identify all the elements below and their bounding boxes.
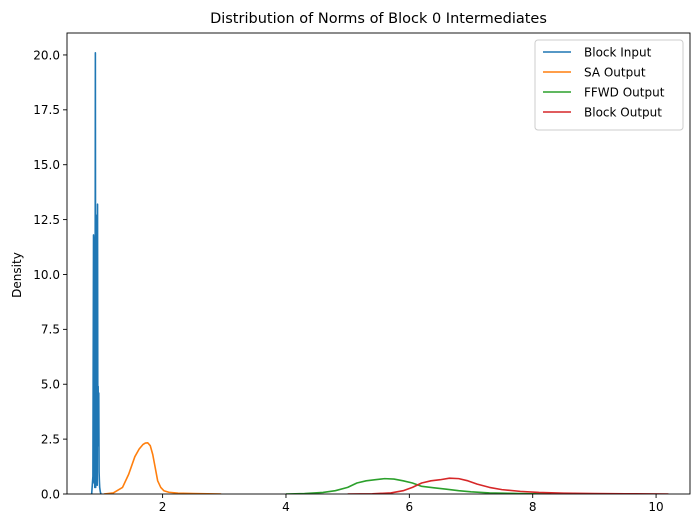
- series-line-block-output: [347, 477, 669, 494]
- plot-lines: [90, 51, 669, 494]
- y-tick-label: 12.5: [33, 213, 60, 227]
- plot-frame: [66, 32, 691, 495]
- series-line-sa-output: [103, 442, 222, 494]
- y-tick-label: 17.5: [33, 103, 60, 117]
- legend-box: [534, 39, 684, 131]
- x-tick-label: 2: [159, 500, 167, 514]
- legend: Block Input SA Output FFWD Output Block Out…: [534, 39, 684, 131]
- y-tick-label: 20.0: [33, 48, 60, 62]
- legend-label: Block Output: [584, 105, 662, 119]
- legend-label: Block Input: [584, 45, 652, 59]
- x-tick-label: 10: [648, 500, 663, 514]
- y-tick-label: 0.0: [41, 487, 60, 501]
- y-tick-label: 5.0: [41, 378, 60, 392]
- chart-title: Distribution of Norms of Block 0 Interme…: [210, 11, 547, 27]
- x-tick-label: 4: [282, 500, 290, 514]
- series-line-block-input: [90, 51, 102, 494]
- legend-label: FFWD Output: [584, 85, 665, 99]
- y-tick-label: 15.0: [33, 158, 60, 172]
- x-tick-label: 6: [406, 500, 414, 514]
- y-tick-label: 10.0: [33, 268, 60, 282]
- series-line-ffwd-output: [285, 477, 552, 494]
- axes: 2 4 6 8 10 0.0 2.5 5.0 7.5 10.0 12.5 15.0 17.5 20.0: [33, 32, 691, 514]
- y-tick-label: 2.5: [41, 432, 60, 446]
- x-tick-label: 8: [529, 500, 537, 514]
- y-tick-label: 7.5: [41, 323, 60, 337]
- legend-label: SA Output: [584, 65, 646, 79]
- y-axis-label: Density: [10, 252, 24, 298]
